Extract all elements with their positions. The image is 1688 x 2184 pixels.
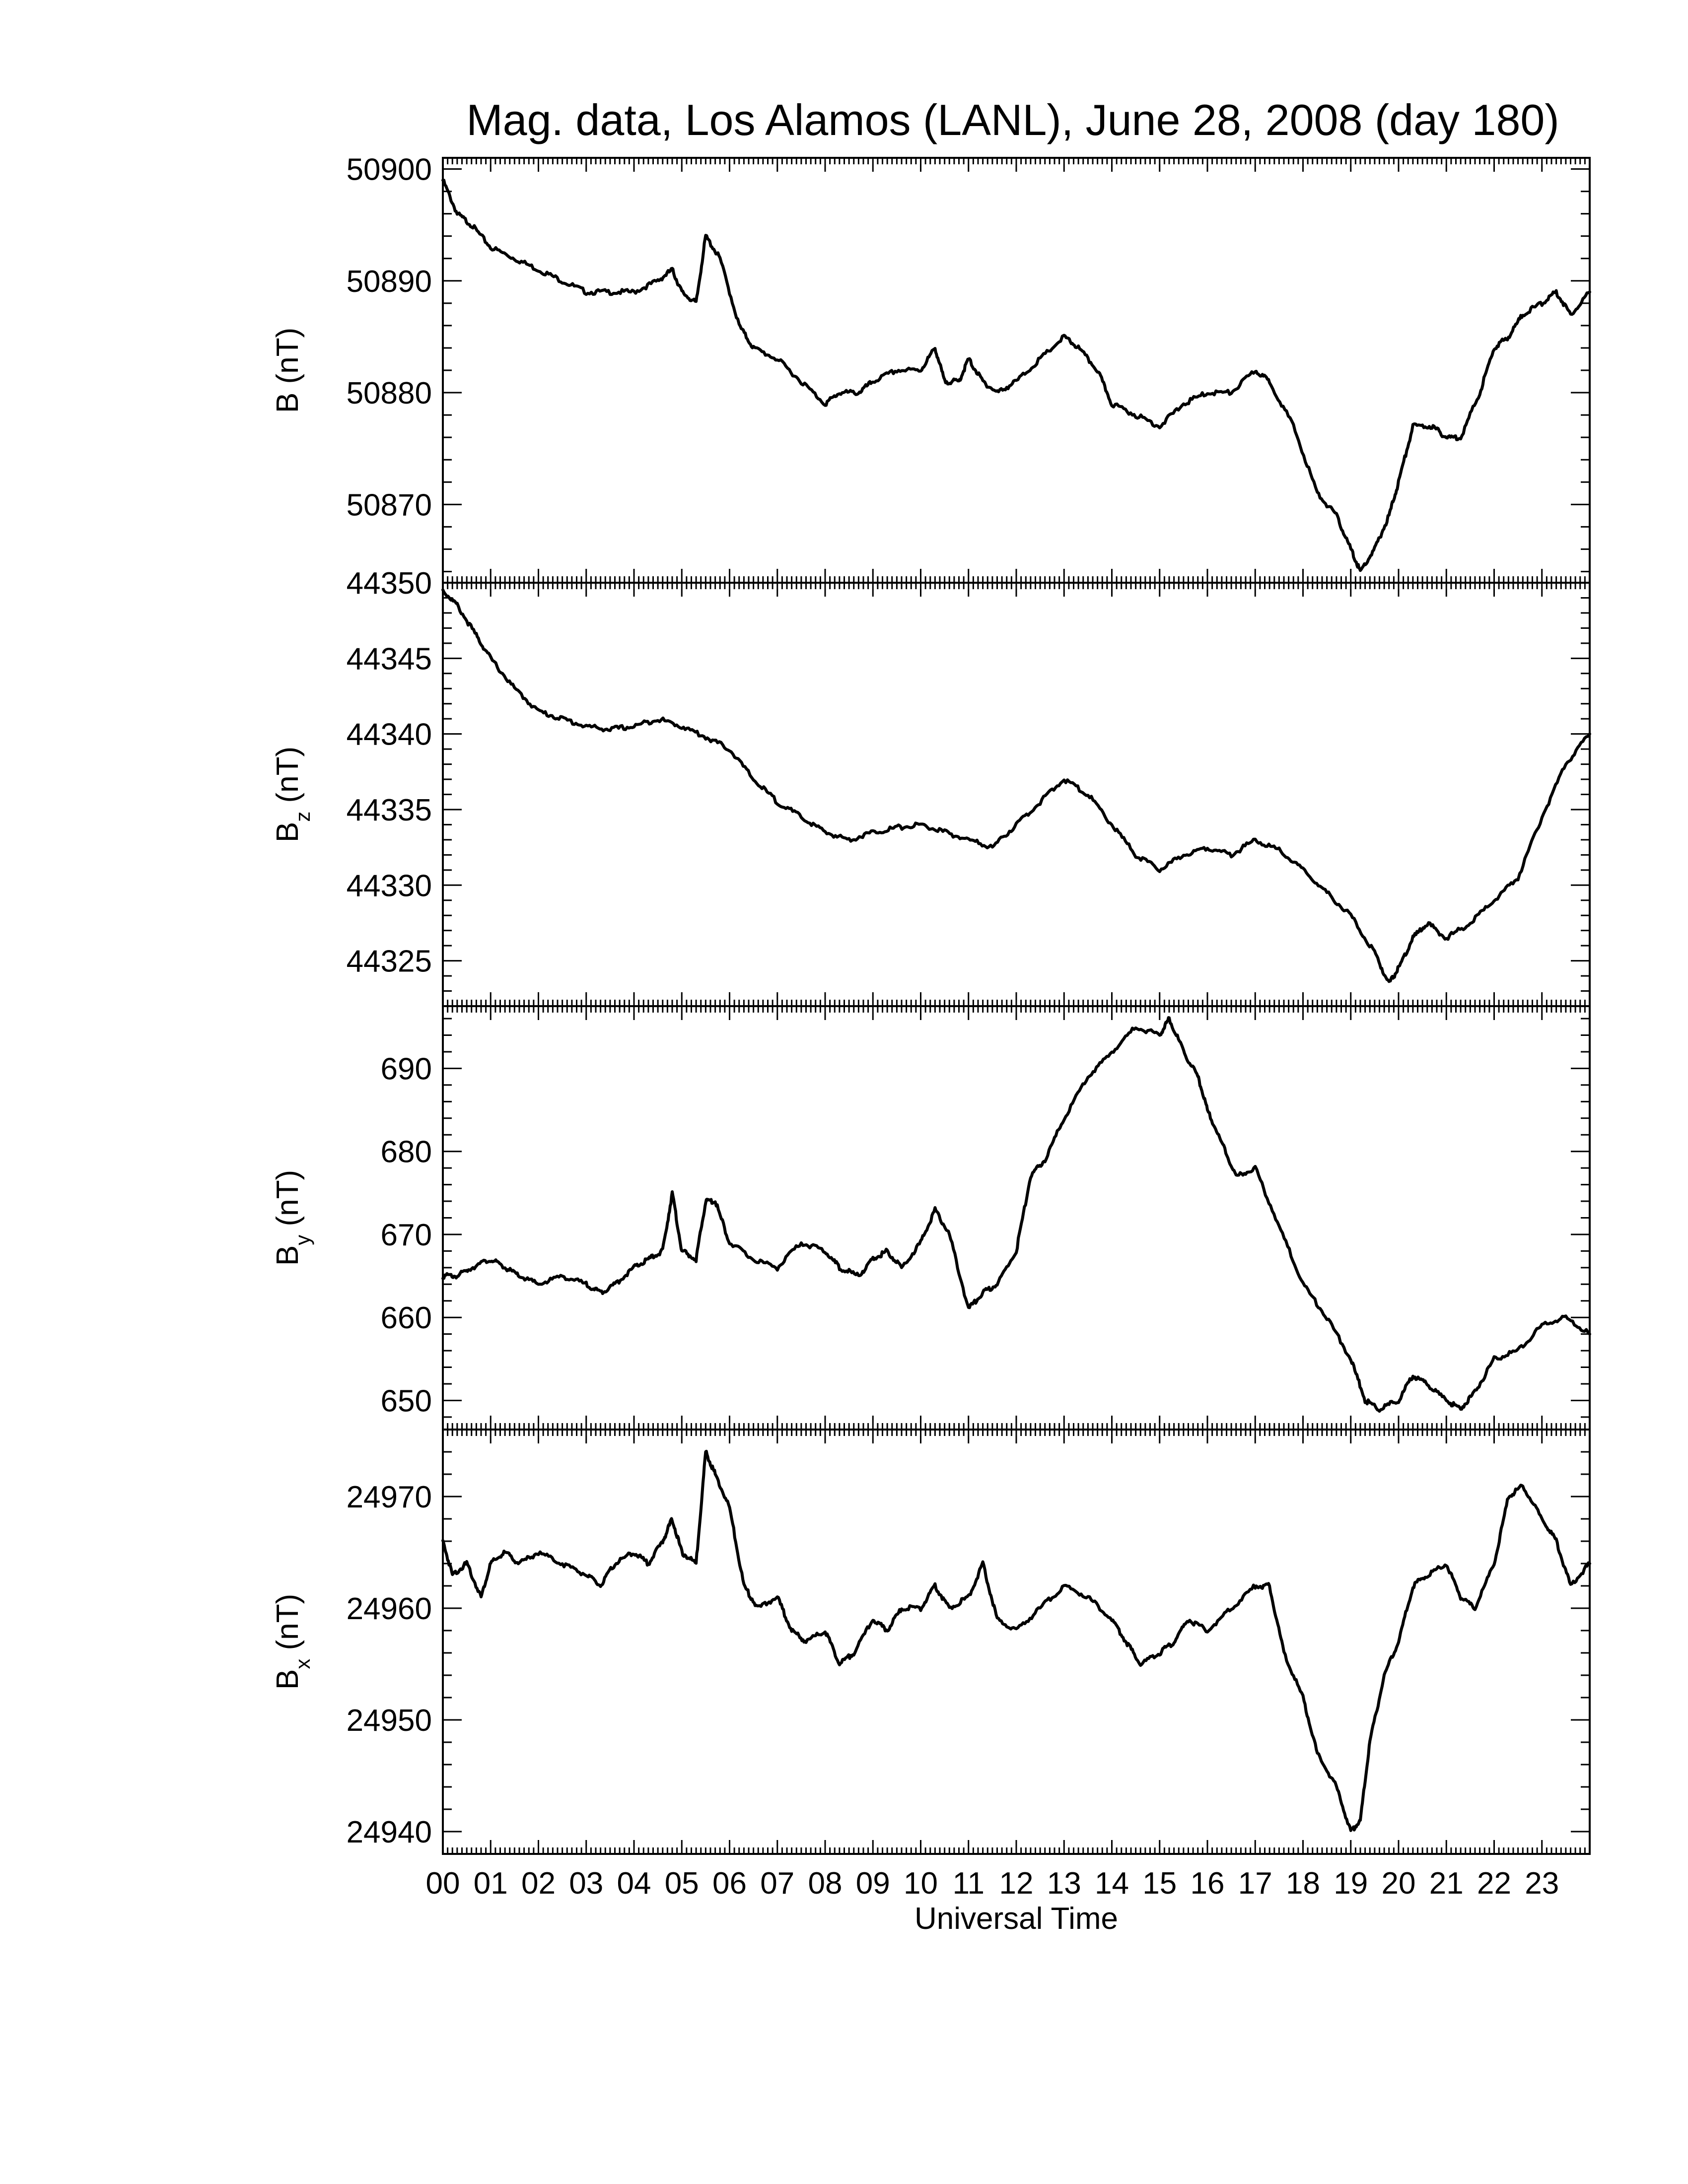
- y-tick-label: 24970: [347, 1480, 432, 1514]
- panels-container: 50870 50880 50890 50900 B (nT) 44325 44330 4433…: [271, 153, 1591, 1901]
- y-tick-label: 24960: [347, 1592, 432, 1626]
- x-tick-label: 14: [1095, 1866, 1129, 1901]
- y-tick-label: 44345: [347, 642, 432, 676]
- y-tick-label: 50900: [347, 153, 432, 187]
- x-tick-label: 22: [1477, 1866, 1511, 1901]
- series-line: [441, 179, 1591, 572]
- x-tick-label: 00: [426, 1866, 460, 1901]
- y-tick-label: 24940: [347, 1815, 432, 1849]
- x-tick-label: 15: [1142, 1866, 1177, 1901]
- y-tick-label: 44340: [347, 718, 432, 752]
- series-line: [441, 1449, 1591, 1832]
- x-tick-label: 12: [999, 1866, 1034, 1901]
- plot-frame: [442, 1429, 1591, 1855]
- x-tick-label: 19: [1334, 1866, 1368, 1901]
- x-tick-label: 09: [856, 1866, 890, 1901]
- series-line: [441, 588, 1591, 983]
- y-tick-label: 44335: [347, 793, 432, 827]
- y-tick-label: 50880: [347, 376, 432, 410]
- y-tick-label: 680: [381, 1135, 432, 1169]
- y-tick-label: 670: [381, 1218, 432, 1252]
- x-tick-label: 16: [1191, 1866, 1225, 1901]
- x-tick-label: 17: [1238, 1866, 1272, 1901]
- x-tick-label: 13: [1047, 1866, 1081, 1901]
- y-tick-label: 50870: [347, 488, 432, 522]
- x-tick-label: 18: [1286, 1866, 1320, 1901]
- y-tick-label: 650: [381, 1384, 432, 1418]
- y-tick-label: 660: [381, 1301, 432, 1335]
- x-axis-label: Universal Time: [914, 1902, 1118, 1936]
- plot-frame: [442, 1005, 1591, 1431]
- plot-frame: [442, 582, 1591, 1007]
- x-tick-label: 23: [1525, 1866, 1559, 1901]
- y-axis-label: By (nT): [271, 1170, 314, 1266]
- y-axis-label: B (nT): [271, 328, 305, 413]
- y-tick-label: 44325: [347, 945, 432, 979]
- x-tick-label: 07: [760, 1866, 794, 1901]
- x-tick-label: 08: [808, 1866, 843, 1901]
- y-axis-label: Bx (nT): [271, 1594, 314, 1690]
- plot-frame: [442, 157, 1591, 584]
- y-tick-label: 690: [381, 1052, 432, 1086]
- panel-3: 650 660 670 680 690 By (nT): [271, 1005, 1591, 1431]
- x-tick-label: 02: [521, 1866, 556, 1901]
- x-tick-label: 06: [712, 1866, 747, 1901]
- panel-2: 44325 44330 44335 44340 44345 44350 Bz (nT): [271, 566, 1591, 1007]
- y-tick-label: 24950: [347, 1704, 432, 1738]
- x-tick-label: 11: [953, 1866, 985, 1901]
- x-tick-label: 21: [1429, 1866, 1464, 1901]
- panel-4: 24940 24950 24960 24970 Bx (nT) 00 01 02 03 04 05 0…: [271, 1429, 1591, 1901]
- x-tick-label: 20: [1382, 1866, 1416, 1901]
- chart-title: Mag. data, Los Alamos (LANL), June 28, 2…: [466, 95, 1559, 144]
- y-tick-label: 44350: [347, 566, 432, 601]
- panel-1: 50870 50880 50890 50900 B (nT): [271, 153, 1591, 584]
- x-tick-label: 10: [904, 1866, 938, 1901]
- y-axis-label: Bz (nT): [271, 747, 314, 842]
- x-tick-label: 03: [569, 1866, 603, 1901]
- x-tick-label: 04: [617, 1866, 651, 1901]
- series-line: [441, 1016, 1591, 1413]
- x-tick-label: 05: [665, 1866, 699, 1901]
- y-tick-label: 50890: [347, 265, 432, 299]
- x-tick-label: 01: [474, 1866, 508, 1901]
- y-tick-label: 44330: [347, 869, 432, 903]
